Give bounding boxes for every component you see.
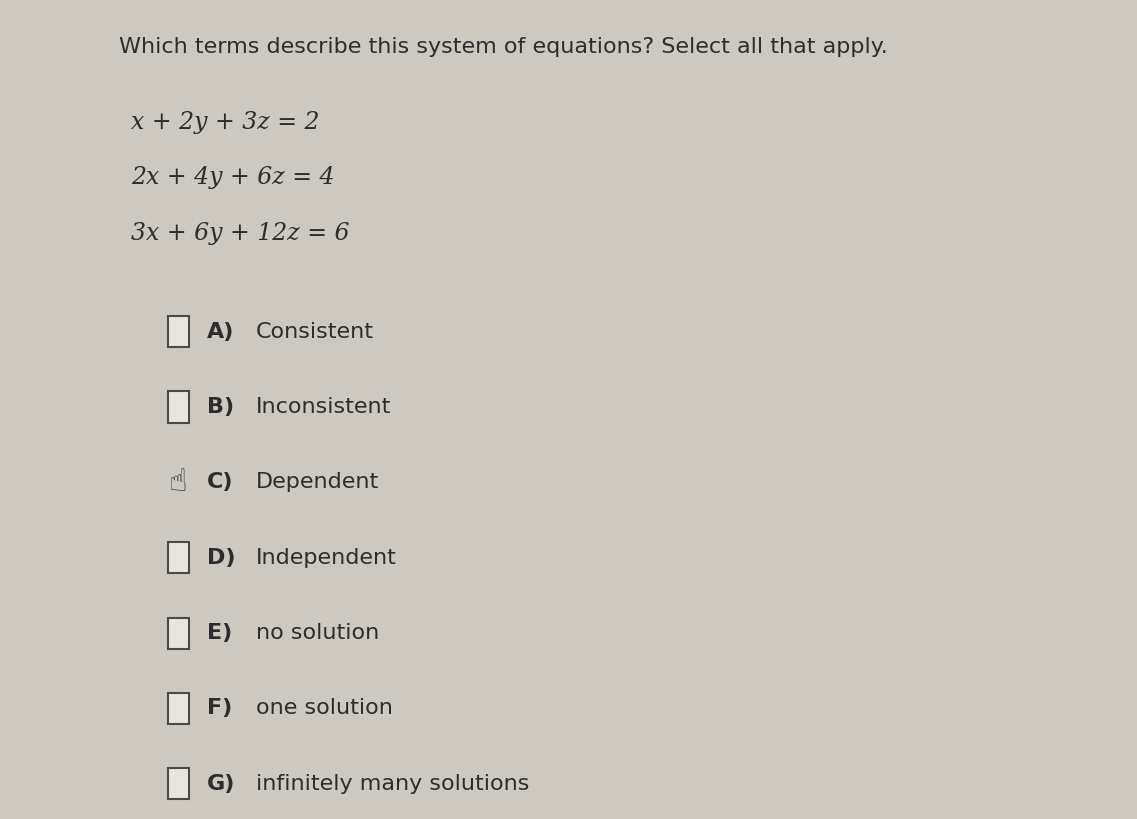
Text: E): E) — [207, 623, 232, 643]
Text: Which terms describe this system of equations? Select all that apply.: Which terms describe this system of equa… — [119, 37, 888, 57]
Text: Inconsistent: Inconsistent — [256, 397, 391, 417]
Text: A): A) — [207, 322, 234, 342]
Text: F): F) — [207, 699, 232, 718]
Bar — [168, 391, 189, 423]
Text: D): D) — [207, 548, 235, 568]
Text: Independent: Independent — [256, 548, 397, 568]
Bar — [168, 316, 189, 347]
Text: one solution: one solution — [256, 699, 392, 718]
Text: B): B) — [207, 397, 234, 417]
Bar — [168, 542, 189, 573]
Text: 2x + 4y + 6z = 4: 2x + 4y + 6z = 4 — [131, 166, 334, 189]
Text: x + 2y + 3z = 2: x + 2y + 3z = 2 — [131, 111, 319, 133]
Text: Dependent: Dependent — [256, 473, 379, 492]
Text: 3x + 6y + 12z = 6: 3x + 6y + 12z = 6 — [131, 222, 349, 245]
Text: infinitely many solutions: infinitely many solutions — [256, 774, 529, 794]
Bar — [168, 693, 189, 724]
Text: Consistent: Consistent — [256, 322, 374, 342]
Text: no solution: no solution — [256, 623, 379, 643]
Bar — [168, 618, 189, 649]
Text: G): G) — [207, 774, 235, 794]
Text: ☝: ☝ — [169, 468, 188, 497]
Bar — [168, 768, 189, 799]
Text: C): C) — [207, 473, 233, 492]
